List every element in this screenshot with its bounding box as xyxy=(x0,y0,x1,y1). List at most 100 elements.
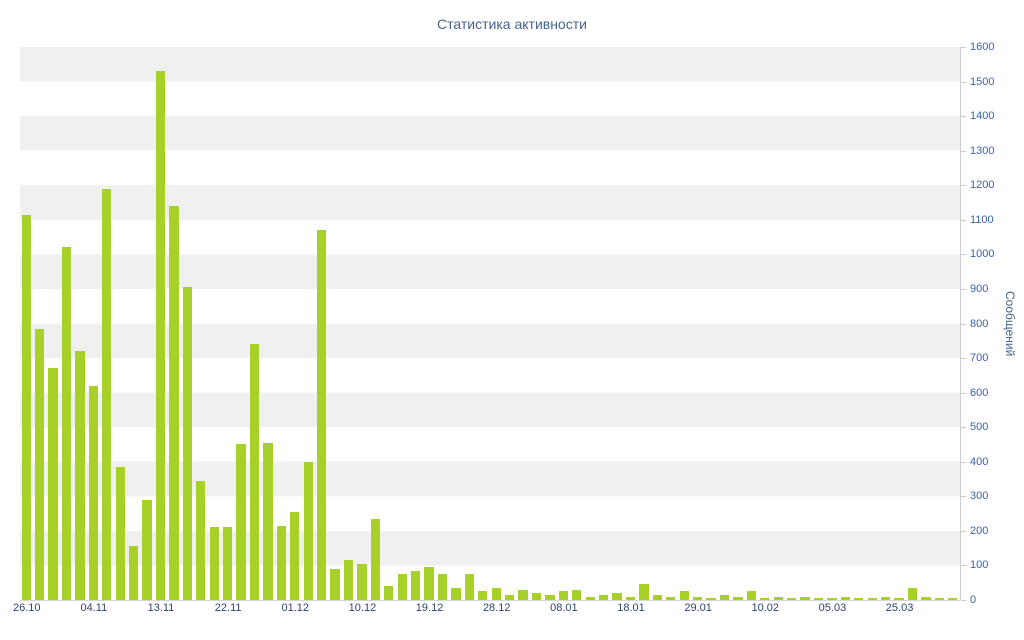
bar xyxy=(786,598,797,600)
bar xyxy=(88,385,99,600)
bar xyxy=(263,442,273,600)
bar xyxy=(491,587,501,600)
bar xyxy=(75,351,85,600)
y-tick-mark xyxy=(961,116,966,118)
bar xyxy=(518,589,528,600)
y-tick-label: 1400 xyxy=(970,110,995,123)
y-tick-mark xyxy=(961,81,966,83)
bar xyxy=(330,568,340,600)
bar xyxy=(142,499,152,600)
bar xyxy=(115,466,125,600)
y-tick-label: 1600 xyxy=(970,41,995,53)
x-axis: 26.10 04.11 13.11 22.11 01.12 10.12 19.12 28.12… xyxy=(13,602,960,618)
y-tick-mark xyxy=(961,600,966,601)
bar xyxy=(854,598,864,600)
y-tick-label: 800 xyxy=(970,317,989,330)
bar xyxy=(316,230,327,600)
y-tick-mark xyxy=(961,323,966,325)
y-tick-label: 700 xyxy=(970,352,989,365)
bar xyxy=(558,591,569,600)
bar xyxy=(424,567,434,600)
bar xyxy=(303,461,313,600)
y-tick-mark xyxy=(961,254,966,256)
y-tick-mark xyxy=(961,219,966,221)
bar xyxy=(921,596,931,600)
bar xyxy=(867,598,877,600)
x-tick-label: 05.03 xyxy=(818,602,847,614)
bar xyxy=(545,594,555,600)
y-tick-label: 500 xyxy=(970,421,989,434)
bar xyxy=(719,594,730,600)
x-tick-label: 04.11 xyxy=(80,602,108,614)
bar xyxy=(625,596,636,600)
x-tick-label: 10.12 xyxy=(348,602,377,614)
bar xyxy=(840,596,851,600)
bar xyxy=(598,594,609,600)
y-axis: 0 100 200 300 400 500 600 700 800 900 1000 1100 1200… xyxy=(960,41,1005,606)
x-tick-label: 26.10 xyxy=(12,602,41,614)
y-tick-label: 1100 xyxy=(970,213,994,226)
bar xyxy=(733,596,743,600)
y-tick-label: 1000 xyxy=(970,248,995,261)
bar xyxy=(666,596,676,600)
bar xyxy=(209,527,219,600)
y-tick-label: 200 xyxy=(970,524,989,537)
x-tick-label: 18.01 xyxy=(617,602,645,614)
bar xyxy=(155,71,166,600)
y-tick-mark xyxy=(961,392,966,394)
bar xyxy=(370,518,381,600)
y-tick-mark xyxy=(961,185,966,187)
x-tick-label: 28.12 xyxy=(482,602,511,614)
bar xyxy=(128,546,139,600)
bar xyxy=(880,596,891,600)
bar xyxy=(384,586,394,600)
bar xyxy=(639,584,649,600)
bar xyxy=(397,574,407,600)
bar xyxy=(451,587,461,600)
bar xyxy=(48,368,58,600)
bar xyxy=(182,287,193,600)
bar xyxy=(948,598,958,600)
y-tick-mark xyxy=(961,427,966,429)
bar xyxy=(357,563,367,600)
chart-title: Статистика активности xyxy=(437,16,587,32)
y-tick-label: 300 xyxy=(970,490,989,503)
y-tick-mark xyxy=(961,288,966,290)
bar xyxy=(894,598,904,600)
x-tick-label: 08.01 xyxy=(550,602,578,614)
y-tick-label: 0 xyxy=(970,594,977,606)
y-tick-mark xyxy=(961,530,966,532)
bar xyxy=(464,574,475,600)
y-tick-label: 1200 xyxy=(970,179,995,192)
x-tick-label: 13.11 xyxy=(147,602,175,614)
y-tick-mark xyxy=(961,47,966,48)
bar xyxy=(290,511,300,600)
x-tick-label: 29.01 xyxy=(684,602,712,614)
bar xyxy=(196,480,206,600)
bar xyxy=(249,344,260,600)
bar xyxy=(102,188,112,600)
bar xyxy=(800,596,810,600)
bar xyxy=(276,525,287,600)
bar xyxy=(61,247,72,600)
bar xyxy=(612,593,622,600)
bar xyxy=(934,598,945,600)
y-tick-label: 1500 xyxy=(970,75,995,88)
plot-area xyxy=(20,47,960,601)
y-tick-label: 400 xyxy=(970,455,989,468)
bar xyxy=(343,560,354,600)
x-tick-label: 01.12 xyxy=(281,602,310,614)
bar xyxy=(773,596,783,600)
bar xyxy=(410,570,421,600)
bar xyxy=(760,598,770,600)
x-tick-label: 10.02 xyxy=(751,602,780,614)
y-tick-label: 100 xyxy=(970,559,989,572)
y-tick-label: 600 xyxy=(970,386,989,399)
x-tick-label: 19.12 xyxy=(415,602,444,614)
y-tick-mark xyxy=(961,358,966,360)
y-tick-mark xyxy=(961,565,966,567)
x-tick-label: 25.03 xyxy=(885,602,914,614)
bar xyxy=(504,594,515,600)
bar xyxy=(692,596,703,600)
